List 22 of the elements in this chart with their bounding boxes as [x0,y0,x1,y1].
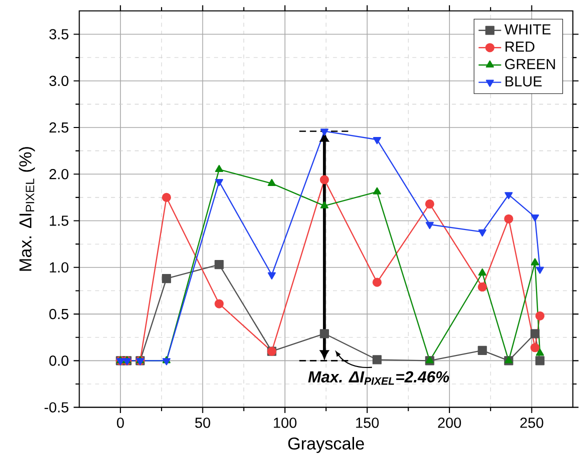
x-tick-label: 0 [116,418,124,428]
x-axis-title: Grayscale [288,437,364,454]
x-tick-label: 150 [356,418,379,428]
y-tick-label: -0.5 [44,402,68,413]
y-tick-label: 2.0 [50,169,68,180]
x-tick-label: 50 [195,418,210,428]
y-tick-label: 3.5 [49,29,68,40]
y-tick-label: 3.0 [49,76,68,86]
legend-label: GREEN [505,59,555,70]
legend-label: BLUE [506,76,542,87]
y-axis-title: Max. ΔI$_{PIXEL}$ (%) [18,147,35,271]
x-tick-label: 200 [438,418,461,428]
annotation: Max. ΔI$_{PIXEL}$=2.46% [308,371,450,385]
legend-label: WHITE [504,24,551,35]
x-tick-label: 250 [520,418,544,428]
y-tick-label: 0.0 [49,356,68,366]
y-tick-label: 1.5 [50,216,68,226]
y-tick-label: 0.5 [49,309,68,320]
y-tick-label: 1.0 [50,262,68,273]
y-tick-label: 2.5 [50,122,68,133]
x-tick-label: 100 [274,418,296,428]
legend-label: RED [506,42,534,52]
